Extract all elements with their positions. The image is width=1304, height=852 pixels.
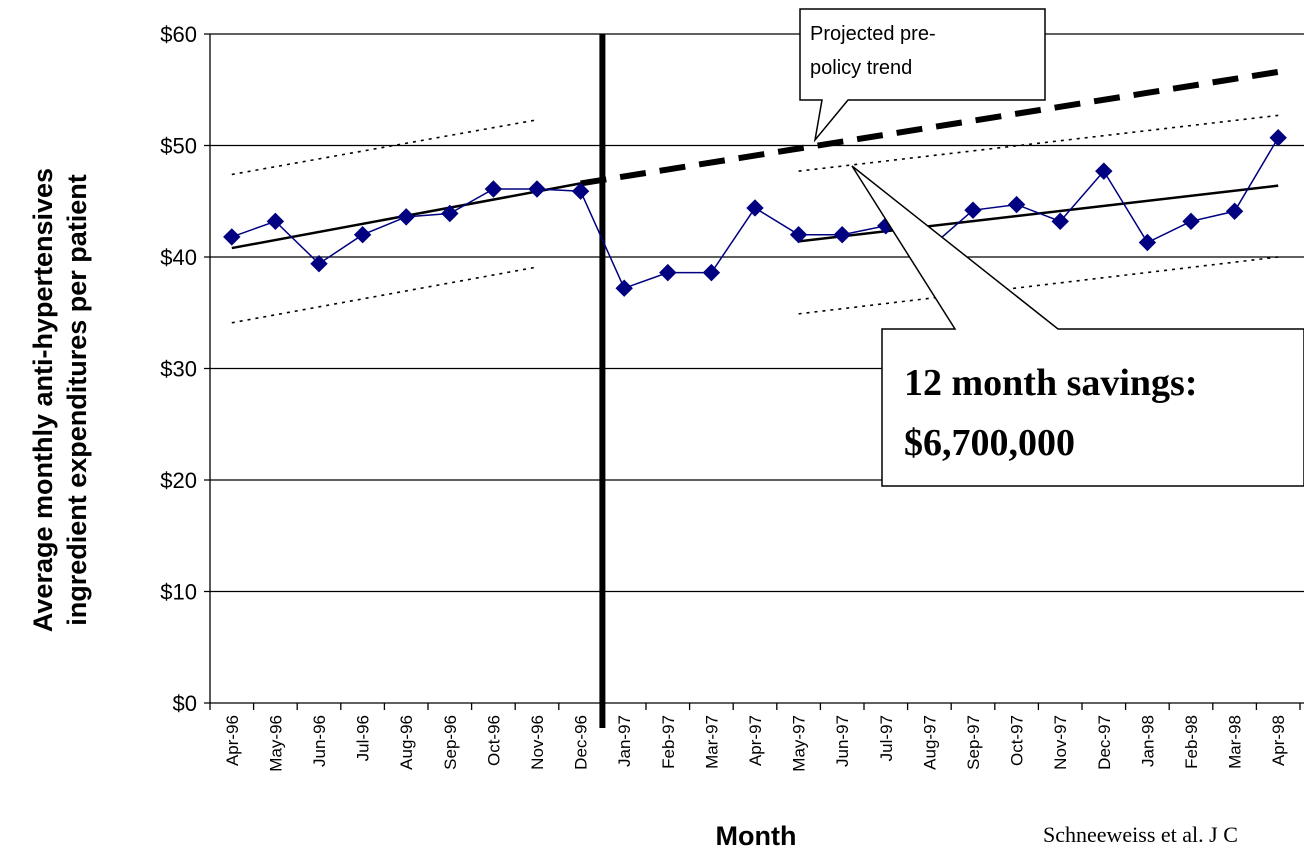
data-point — [353, 225, 372, 244]
x-tick-label: Jun-97 — [833, 715, 852, 767]
data-point — [789, 225, 808, 244]
x-tick-label: Feb-98 — [1182, 715, 1201, 769]
savings-callout-line-1: 12 month savings: — [904, 362, 1198, 404]
x-tick-label: Apr-98 — [1269, 715, 1288, 766]
x-tick-label: Jan-97 — [615, 715, 634, 767]
y-axis-title-line-1: Average monthly anti-hypertensives — [28, 168, 58, 632]
x-tick-label: Aug-97 — [920, 715, 939, 770]
post-policy-ci-lower — [798, 256, 1279, 315]
pre-policy-ci-lower — [231, 266, 538, 324]
data-point — [441, 204, 459, 223]
annotations: Projected pre-policy trend 12 month savin… — [799, 8, 1304, 487]
data-point — [1225, 202, 1244, 220]
data-point — [571, 182, 590, 200]
y-tick-label: $10 — [160, 580, 197, 605]
data-point — [1051, 212, 1069, 231]
y-tick-label: $30 — [160, 357, 197, 382]
y-axis-title-line-2: ingredient expenditures per patient — [62, 174, 92, 626]
x-tick-label: Oct-97 — [1008, 715, 1027, 766]
data-point — [1269, 128, 1287, 147]
data-point — [702, 263, 721, 282]
x-tick-label: Apr-96 — [223, 715, 242, 766]
data-point — [964, 201, 982, 219]
data-point — [266, 212, 285, 231]
x-tick-label: Feb-97 — [659, 715, 678, 769]
x-tick-label: Dec-97 — [1095, 715, 1114, 770]
x-tick-label: Jan-98 — [1138, 715, 1157, 767]
gridlines — [204, 33, 1304, 710]
data-point — [397, 208, 415, 226]
y-tick-label: $40 — [160, 245, 197, 270]
x-tick-label: Sep-97 — [964, 715, 983, 770]
data-point — [1095, 162, 1113, 180]
x-tick-label: Apr-97 — [746, 715, 765, 766]
projected-trend-callout-line-1: Projected pre- — [810, 23, 936, 45]
y-tick-labels: $0 $10 $20 $30 $40 $50 $60 — [160, 22, 197, 716]
x-tick-label: Jul-97 — [877, 715, 896, 761]
y-tick-label: $60 — [160, 22, 197, 47]
y-tick-label: $50 — [160, 134, 197, 159]
x-tick-label: Jun-96 — [310, 715, 329, 767]
data-point — [1138, 233, 1157, 252]
x-tick-labels: Apr-96 May-96 Jun-96 Jul-96 Aug-96 Sep-96 Oct-… — [223, 715, 1288, 772]
x-tick-label: May-97 — [790, 715, 809, 772]
data-point — [310, 254, 328, 273]
savings-callout-line-2: $6,700,000 — [904, 422, 1075, 464]
data-point — [1182, 212, 1200, 231]
data-point — [746, 199, 764, 217]
data-point — [528, 180, 546, 198]
x-axis-title: Month — [716, 821, 797, 851]
data-point — [1007, 195, 1026, 214]
x-tick-label: Dec-96 — [572, 715, 591, 770]
savings-callout-box — [851, 165, 1304, 487]
x-tick-label: Oct-96 — [484, 715, 503, 766]
x-tick-label: Aug-96 — [397, 715, 416, 770]
x-tick-label: Nov-96 — [528, 715, 547, 770]
x-tick-label: Jul-96 — [354, 715, 373, 761]
x-tick-label: Nov-97 — [1051, 715, 1070, 770]
x-tick-label: Sep-96 — [441, 715, 460, 770]
post-policy-ci-upper — [798, 114, 1279, 172]
source-citation: Schneeweiss et al. J C — [1043, 822, 1238, 847]
data-point — [484, 180, 503, 198]
projected-trend-callout-line-2: policy trend — [810, 57, 912, 79]
x-tick-label: Mar-97 — [702, 715, 721, 769]
data-point — [833, 225, 851, 244]
pre-policy-ci-upper — [231, 119, 538, 176]
x-tick-label: Mar-98 — [1226, 715, 1245, 769]
projected-trend-callout-box — [799, 8, 1046, 143]
x-tick-label: May-96 — [266, 715, 285, 772]
y-tick-label: $20 — [160, 468, 197, 493]
data-point — [223, 228, 241, 246]
data-point — [615, 279, 633, 297]
y-tick-label: $0 — [173, 691, 197, 716]
data-point — [659, 263, 677, 282]
